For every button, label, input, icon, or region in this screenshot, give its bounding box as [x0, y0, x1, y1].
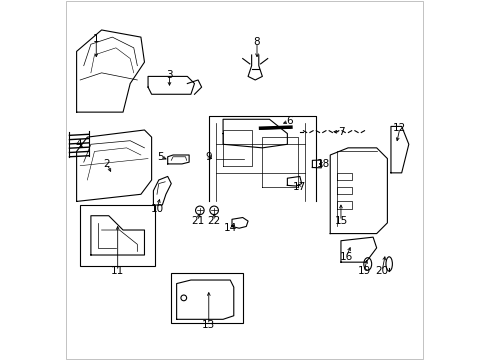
- Text: 2: 2: [103, 159, 110, 169]
- Bar: [80, 205, 155, 266]
- Text: 14: 14: [223, 223, 236, 233]
- Text: 5: 5: [157, 152, 163, 162]
- Text: 18: 18: [316, 159, 329, 169]
- Text: 7: 7: [337, 127, 344, 137]
- Text: 10: 10: [150, 203, 163, 213]
- Text: 12: 12: [392, 123, 406, 133]
- Text: 6: 6: [285, 116, 292, 126]
- Text: 17: 17: [293, 182, 306, 192]
- Text: 4: 4: [75, 139, 81, 149]
- Text: 20: 20: [375, 266, 388, 276]
- Text: 9: 9: [205, 152, 212, 162]
- Text: 8: 8: [253, 37, 260, 48]
- Text: 3: 3: [166, 69, 172, 80]
- Bar: [171, 273, 242, 323]
- Text: 19: 19: [357, 266, 370, 276]
- Text: 15: 15: [334, 216, 347, 226]
- Text: 21: 21: [191, 216, 204, 226]
- Text: 22: 22: [207, 216, 220, 226]
- Text: 1: 1: [93, 34, 100, 44]
- Text: 16: 16: [339, 252, 352, 262]
- Text: 11: 11: [111, 266, 124, 276]
- Text: 13: 13: [202, 320, 215, 330]
